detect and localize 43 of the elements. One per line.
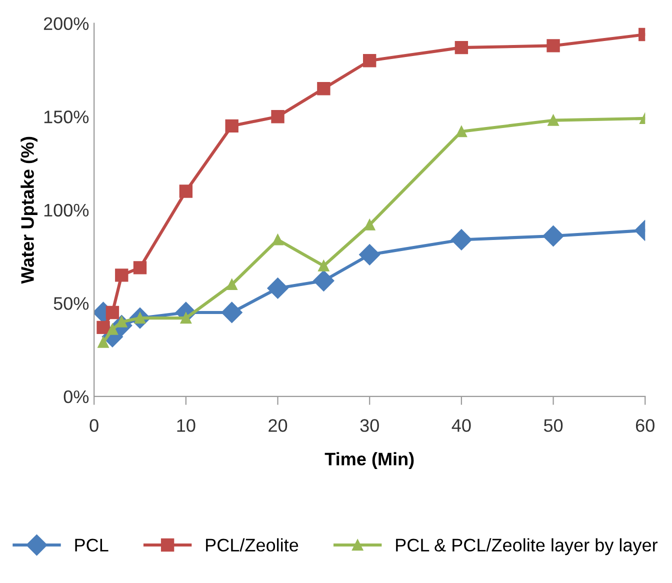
point: [548, 114, 559, 126]
point: [221, 302, 242, 324]
point: [313, 270, 334, 292]
x-tick-label: 30: [360, 419, 379, 432]
point: [225, 119, 238, 133]
point: [546, 39, 560, 52]
x-tick-label: 10: [177, 419, 196, 432]
y-tick-label: 50%: [54, 297, 89, 310]
point: [359, 244, 380, 266]
y-tick-label: 0%: [64, 390, 89, 404]
y-tick-label: 100%: [44, 204, 89, 217]
point: [272, 234, 284, 246]
point: [106, 306, 120, 320]
legend-label: PCL/Zeolite: [206, 538, 298, 552]
x-tick-label: 40: [452, 419, 471, 432]
point: [106, 324, 118, 335]
point: [180, 312, 192, 324]
point: [96, 320, 110, 334]
point: [271, 110, 284, 124]
x-tick-label: 0: [90, 419, 98, 432]
x-axis-title: Time (Min): [324, 452, 414, 469]
point: [267, 278, 288, 299]
legend-label: PCL: [75, 538, 108, 552]
legend-label: PCL & PCL/Zeolite layer by layer: [396, 538, 658, 556]
point: [317, 82, 330, 96]
point: [450, 229, 472, 250]
point: [115, 268, 128, 282]
point: [98, 336, 109, 348]
point: [456, 126, 467, 138]
point: [179, 184, 193, 198]
y-tick-label: 200%: [44, 17, 89, 30]
y-tick-label: 150%: [44, 110, 89, 124]
point: [364, 219, 376, 230]
x-tick-label: 60: [636, 419, 654, 432]
x-tick-label: 50: [544, 419, 563, 432]
x-tick-label: 20: [268, 419, 288, 432]
point: [454, 40, 468, 54]
point: [318, 260, 330, 272]
point: [226, 278, 238, 290]
point: [363, 54, 376, 68]
point: [133, 261, 147, 274]
y-axis-title: Water Uptake (%): [20, 136, 38, 284]
point: [542, 225, 564, 247]
